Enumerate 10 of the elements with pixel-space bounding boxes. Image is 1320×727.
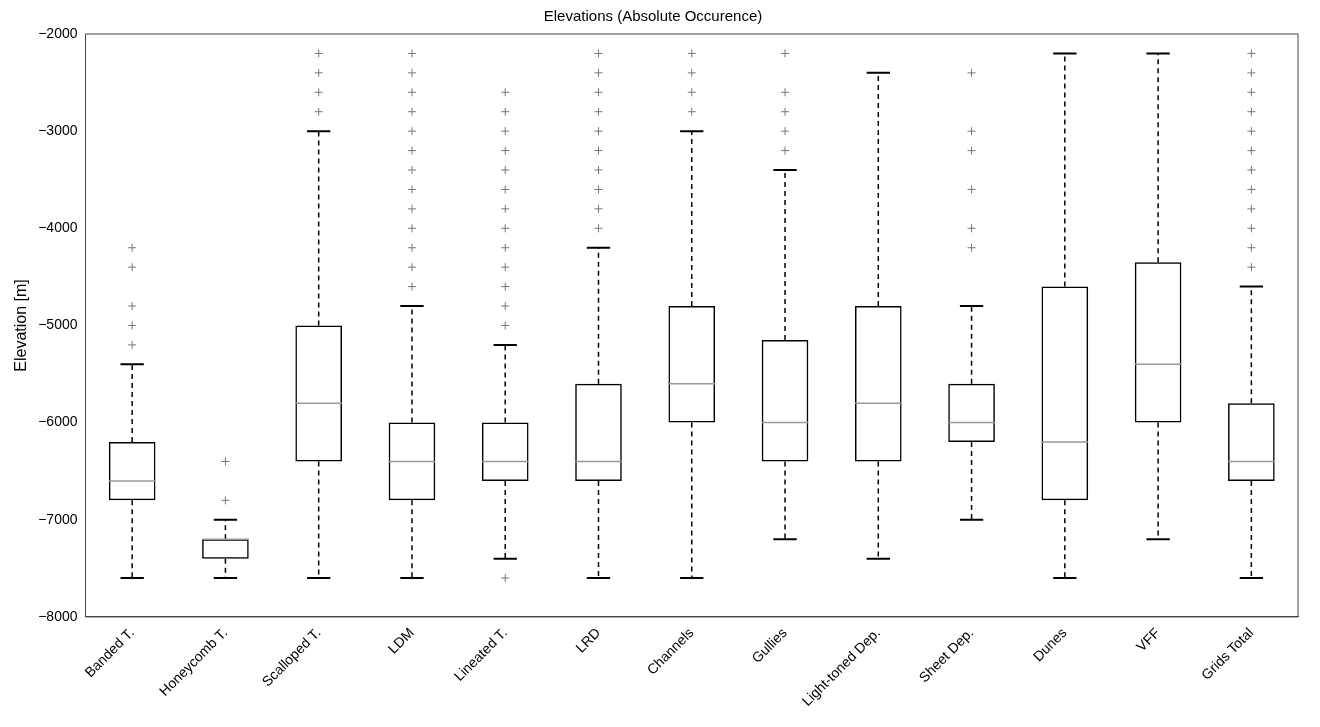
y-tick-label: −3000 xyxy=(38,122,78,139)
y-tick-label: −7000 xyxy=(38,510,78,527)
chart-title: Elevations (Absolute Occurence) xyxy=(543,7,763,25)
y-tick-label: −6000 xyxy=(38,413,78,430)
y-tick-label: −4000 xyxy=(38,219,78,236)
y-tick-label: −8000 xyxy=(38,607,78,624)
y-axis-title: Elevation [m] xyxy=(12,279,30,372)
y-tick-label: −2000 xyxy=(38,24,78,41)
x-tick-label: VFF xyxy=(1132,624,1163,655)
y-tick-label: −5000 xyxy=(38,316,78,333)
